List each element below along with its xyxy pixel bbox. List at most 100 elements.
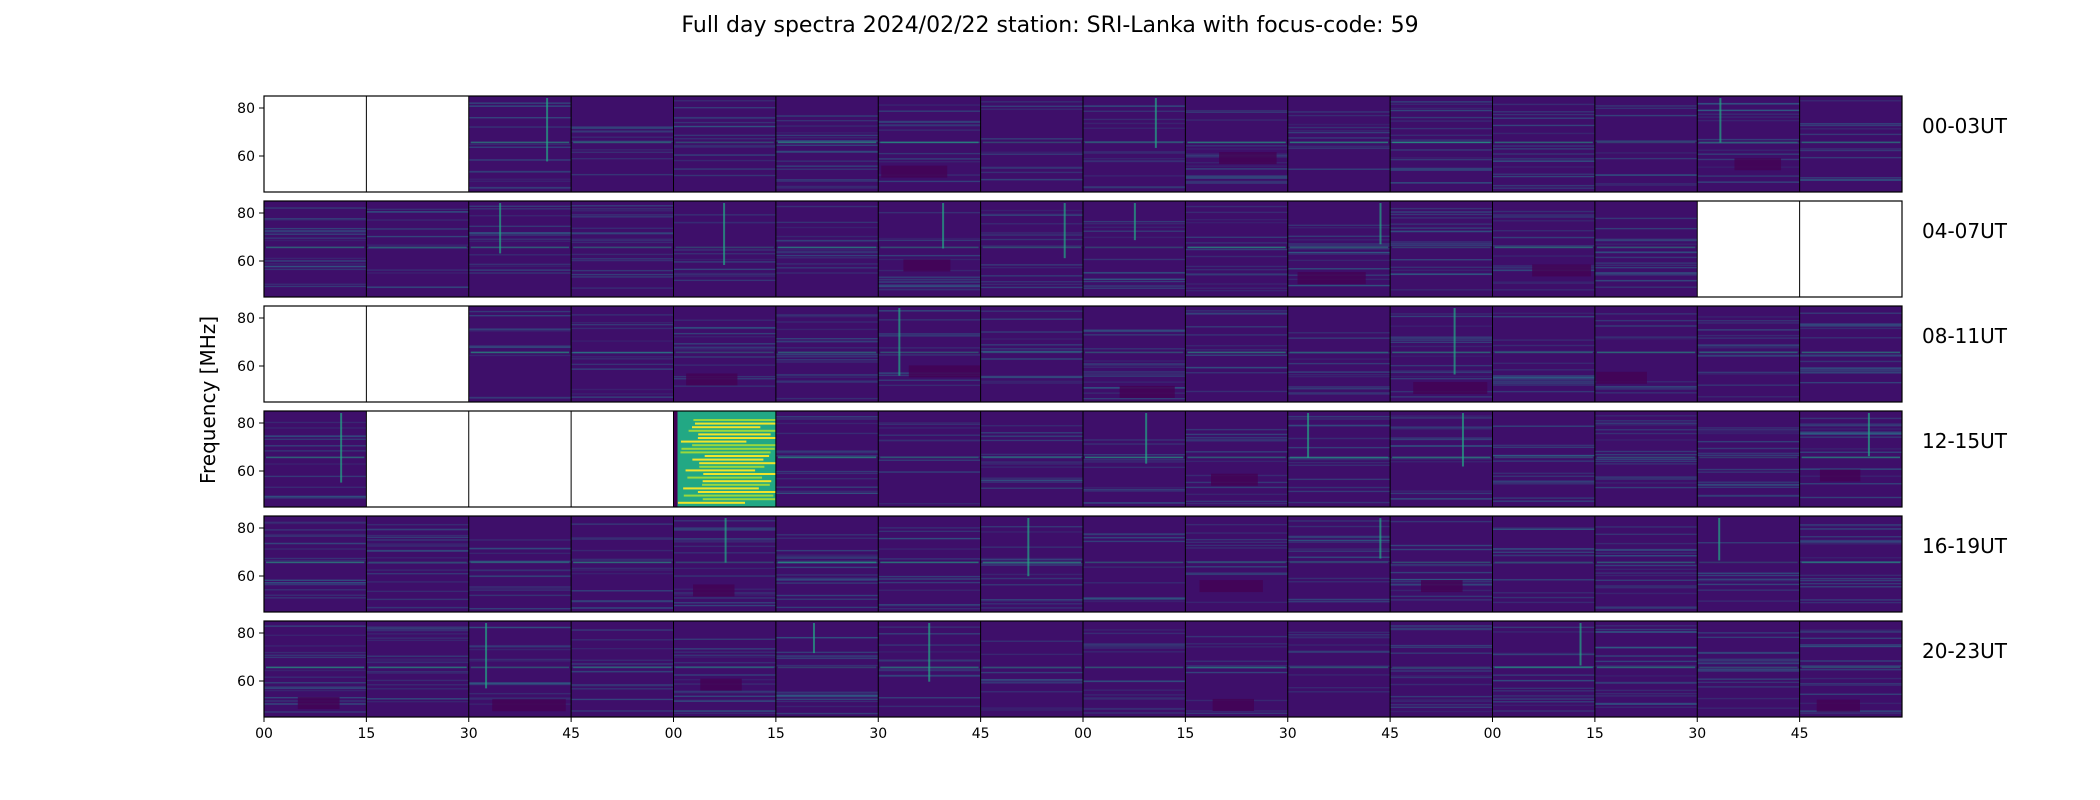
frequency-band <box>366 545 469 547</box>
interference-line <box>470 666 570 669</box>
frequency-band <box>1185 287 1288 289</box>
frequency-band <box>1390 242 1493 245</box>
frequency-band <box>571 205 674 207</box>
frequency-band <box>264 495 367 497</box>
frequency-band <box>1287 415 1391 418</box>
frequency-band <box>775 651 879 654</box>
frequency-band <box>1594 152 1698 154</box>
frequency-band <box>1594 647 1698 649</box>
frequency-band <box>1492 380 1595 383</box>
frequency-band <box>1390 706 1493 709</box>
frequency-band <box>1185 667 1288 669</box>
frequency-band <box>878 502 981 505</box>
frequency-band <box>571 173 674 176</box>
frequency-band <box>468 254 572 256</box>
frequency-band <box>775 125 879 127</box>
frequency-band <box>1697 636 1800 639</box>
low-intensity-patch <box>1199 580 1263 593</box>
frequency-band <box>1185 665 1288 667</box>
spectrum-panel <box>365 411 469 507</box>
frequency-band <box>1185 349 1288 351</box>
frequency-band <box>1492 175 1595 178</box>
spectrum-panel <box>1696 96 1800 192</box>
burst-streak <box>546 98 549 162</box>
frequency-band <box>878 604 981 607</box>
frequency-band <box>673 661 776 664</box>
frequency-band <box>1594 385 1698 388</box>
frequency-band <box>1185 544 1288 547</box>
frequency-band <box>1799 178 1902 181</box>
frequency-band <box>1799 677 1902 680</box>
interference-line <box>1289 141 1389 144</box>
interference-line <box>470 561 570 564</box>
frequency-band <box>1492 316 1595 318</box>
frequency-band <box>1492 148 1595 150</box>
frequency-band <box>468 330 572 332</box>
frequency-band <box>1594 251 1698 253</box>
frequency-band <box>1287 651 1391 653</box>
frequency-band <box>1594 286 1698 288</box>
frequency-band <box>571 393 674 395</box>
frequency-band <box>1492 376 1595 379</box>
frequency-band <box>1390 149 1493 151</box>
spectrum-background <box>1594 96 1698 192</box>
frequency-band <box>775 554 879 556</box>
frequency-band <box>878 254 981 257</box>
interference-line <box>1392 561 1491 564</box>
frequency-band <box>980 153 1083 155</box>
frequency-band <box>878 281 981 283</box>
frequency-band <box>1287 137 1391 139</box>
frequency-band <box>1697 344 1800 346</box>
burst-band <box>687 476 763 479</box>
frequency-band <box>1287 332 1391 334</box>
interference-line <box>573 666 672 669</box>
frequency-band <box>1697 583 1800 586</box>
frequency-band <box>366 590 469 593</box>
spectrum-background <box>1697 96 1800 192</box>
frequency-band <box>980 707 1083 709</box>
frequency-band <box>1594 274 1698 276</box>
frequency-band <box>468 547 572 550</box>
frequency-band <box>1492 210 1595 213</box>
frequency-band <box>1492 425 1595 427</box>
frequency-band <box>775 263 879 265</box>
spectrum-panel <box>1594 306 1698 402</box>
frequency-band <box>571 363 674 366</box>
spectrum-panel <box>1594 516 1698 612</box>
spectrum-background <box>980 411 1083 507</box>
frequency-band <box>264 227 367 230</box>
spectrum-panel <box>1389 621 1493 717</box>
frequency-band <box>1287 636 1391 639</box>
frequency-band <box>571 600 674 602</box>
frequency-band <box>468 180 572 182</box>
frequency-band <box>775 422 879 425</box>
frequency-band <box>673 638 776 640</box>
frequency-band <box>980 435 1083 437</box>
spectrum-background <box>878 411 981 507</box>
frequency-band <box>1083 175 1186 177</box>
frequency-band <box>1594 325 1698 327</box>
frequency-band <box>1083 708 1186 711</box>
frequency-band <box>775 140 879 142</box>
frequency-band <box>1287 631 1391 634</box>
frequency-band <box>571 136 674 138</box>
frequency-band <box>468 263 572 266</box>
frequency-band <box>1594 243 1698 245</box>
frequency-band <box>571 216 674 218</box>
frequency-band <box>1697 119 1800 122</box>
low-intensity-patch <box>1219 152 1277 165</box>
frequency-band <box>980 678 1083 681</box>
burst-streak <box>942 203 945 249</box>
frequency-band <box>1185 372 1288 374</box>
interference-line <box>1801 561 1900 564</box>
spectrum-background <box>1185 201 1288 297</box>
frequency-band <box>1287 375 1391 378</box>
frequency-band <box>1390 426 1493 428</box>
frequency-band <box>878 530 981 533</box>
frequency-band <box>571 131 674 133</box>
frequency-band <box>264 687 367 690</box>
frequency-band <box>1390 230 1493 232</box>
low-intensity-patch <box>1119 385 1175 398</box>
y-tick-label: 60 <box>237 359 255 375</box>
